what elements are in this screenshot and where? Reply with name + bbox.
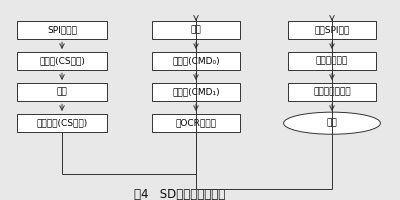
Text: 延迟: 延迟 xyxy=(57,88,67,97)
Text: 激活卡(CMD₁): 激活卡(CMD₁) xyxy=(172,88,220,97)
FancyBboxPatch shape xyxy=(17,21,107,39)
FancyBboxPatch shape xyxy=(288,83,376,101)
Text: 图4   SD卡初始化流程图: 图4 SD卡初始化流程图 xyxy=(134,188,226,200)
Text: 延迟: 延迟 xyxy=(191,26,201,35)
Ellipse shape xyxy=(284,112,380,134)
FancyBboxPatch shape xyxy=(288,52,376,70)
Text: 不选择卡(CS为高): 不选择卡(CS为高) xyxy=(36,119,88,128)
Text: 设置读写长度: 设置读写长度 xyxy=(316,57,348,66)
FancyBboxPatch shape xyxy=(152,21,240,39)
Text: 设置SPI时钟: 设置SPI时钟 xyxy=(314,26,350,35)
FancyBboxPatch shape xyxy=(17,114,107,132)
Text: SPI初始化: SPI初始化 xyxy=(47,26,77,35)
Text: 读OCR寄存器: 读OCR寄存器 xyxy=(176,119,216,128)
FancyBboxPatch shape xyxy=(152,114,240,132)
Text: 结束: 结束 xyxy=(327,119,337,128)
FancyBboxPatch shape xyxy=(17,52,107,70)
Text: 初始化全局变量: 初始化全局变量 xyxy=(313,88,351,97)
FancyBboxPatch shape xyxy=(152,52,240,70)
FancyBboxPatch shape xyxy=(17,83,107,101)
FancyBboxPatch shape xyxy=(288,21,376,39)
Text: 复位卡(CMD₀): 复位卡(CMD₀) xyxy=(172,57,220,66)
FancyBboxPatch shape xyxy=(152,83,240,101)
Text: 选择卡(CS为低): 选择卡(CS为低) xyxy=(39,57,85,66)
